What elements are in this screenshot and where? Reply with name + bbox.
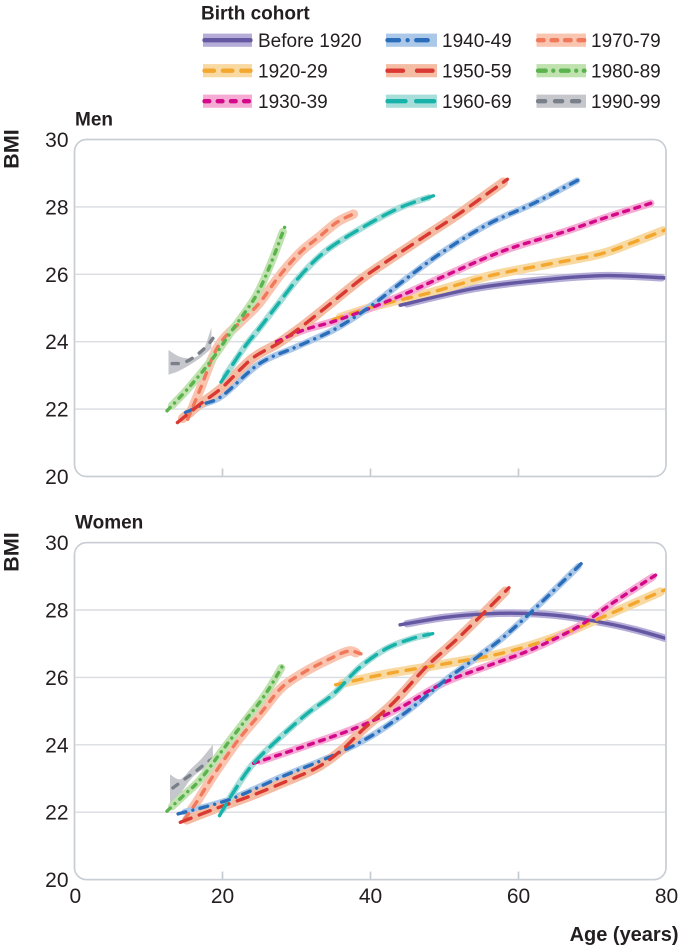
svg-text:1990-99: 1990-99 — [591, 92, 661, 113]
svg-text:1980-89: 1980-89 — [591, 61, 661, 82]
svg-text:26: 26 — [45, 667, 68, 690]
svg-text:Before 1920: Before 1920 — [258, 31, 362, 52]
svg-text:24: 24 — [45, 734, 69, 757]
svg-text:BMI: BMI — [0, 532, 24, 571]
svg-text:22: 22 — [45, 802, 68, 825]
svg-text:1960-69: 1960-69 — [442, 92, 512, 113]
svg-text:1970-79: 1970-79 — [591, 31, 661, 52]
svg-text:1940-49: 1940-49 — [442, 31, 512, 52]
svg-text:Birth cohort: Birth cohort — [201, 4, 310, 25]
svg-text:28: 28 — [45, 196, 68, 219]
svg-text:1950-59: 1950-59 — [442, 61, 512, 82]
svg-text:Men: Men — [75, 110, 113, 131]
svg-text:Women: Women — [75, 513, 143, 534]
svg-text:20: 20 — [45, 466, 68, 489]
svg-text:20: 20 — [45, 869, 68, 892]
svg-text:40: 40 — [359, 885, 382, 908]
svg-text:30: 30 — [45, 532, 68, 555]
svg-text:24: 24 — [45, 331, 69, 354]
svg-text:20: 20 — [211, 885, 234, 908]
svg-text:60: 60 — [507, 885, 530, 908]
svg-text:28: 28 — [45, 600, 68, 623]
svg-text:Age (years): Age (years) — [570, 924, 679, 946]
svg-text:1920-29: 1920-29 — [258, 61, 328, 82]
svg-text:22: 22 — [45, 399, 68, 422]
svg-text:0: 0 — [69, 885, 81, 908]
svg-text:BMI: BMI — [0, 129, 24, 168]
svg-text:80: 80 — [655, 885, 678, 908]
svg-text:30: 30 — [45, 129, 68, 152]
svg-text:26: 26 — [45, 264, 68, 287]
svg-text:1930-39: 1930-39 — [258, 92, 328, 113]
